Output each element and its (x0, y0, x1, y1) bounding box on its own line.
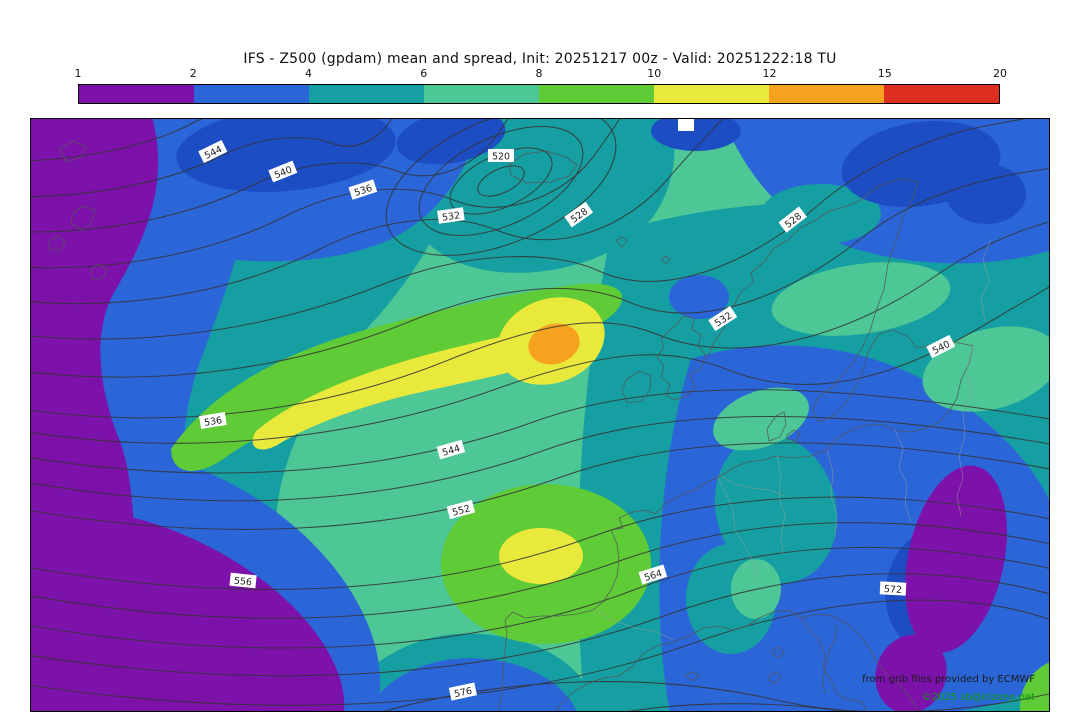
coast-denmark (766, 411, 801, 442)
country-borders (592, 238, 992, 641)
colorbar-segment (309, 85, 424, 103)
coast-mediterranean (555, 609, 866, 711)
coast-great-britain (656, 314, 707, 401)
coast-small-isles (615, 236, 671, 265)
colorbar-segment (654, 85, 769, 103)
contour-label: 544 (441, 443, 461, 459)
colorbar-tick: 20 (993, 67, 1007, 80)
colorbar-tick-labels: 1 2 4 6 8 10 12 15 20 (74, 67, 1008, 81)
colorbar-tick: 12 (762, 67, 777, 80)
coast-ireland (621, 370, 652, 404)
coast-med-islands (684, 646, 785, 684)
contour-label-clipped (678, 119, 694, 131)
coast-scandinavia (706, 178, 919, 423)
colorbar: 1 2 4 6 8 10 12 15 20 (75, 67, 1007, 104)
coast-adriatic-balkans (800, 613, 918, 711)
colorbar-tick: 2 (189, 67, 197, 80)
contour-label: 536 (203, 415, 223, 429)
spread-aqua-patches (713, 262, 1049, 619)
attribution-source: from grib files provided by ECMWF (862, 674, 1035, 685)
weather-map: 520 528 532 536 540 544 528 532 536 544 … (30, 118, 1050, 712)
spread-orange-spot (528, 323, 580, 365)
colorbar-segment (194, 85, 309, 103)
contour-value-labels: 520 528 532 536 540 544 528 532 536 544 … (198, 119, 956, 701)
contour-label: 536 (353, 183, 374, 199)
colorbar-tick: 6 (420, 67, 428, 80)
contour-label: 576 (453, 686, 473, 701)
colorbar-tick: 10 (647, 67, 662, 80)
colorbar-tick: 1 (74, 67, 82, 80)
contour-label: 552 (451, 503, 471, 518)
colorbar-segment (769, 85, 884, 103)
spread-purple-regions (31, 119, 1007, 711)
chart-title: IFS - Z500 (gpdam) mean and spread, Init… (243, 51, 837, 67)
contour-label: 572 (884, 584, 903, 596)
colorbar-segment (884, 85, 999, 103)
contour-label: 532 (441, 210, 460, 223)
contour-label: 564 (643, 568, 664, 584)
colorbar-segment (539, 85, 654, 103)
colorbar-tick: 15 (877, 67, 892, 80)
colorbar-tick: 8 (535, 67, 543, 80)
contour-label: 556 (233, 576, 252, 589)
coast-northwest-islands (48, 140, 108, 281)
attribution: from grib files provided by ECMWF ©2025 … (862, 674, 1035, 703)
colorbar-segment (79, 85, 194, 103)
z500-contour-lines (31, 119, 1049, 711)
colorbar-segment (424, 85, 539, 103)
colorbar-tick: 4 (305, 67, 312, 80)
coast-iceland (508, 150, 578, 184)
colorbar-gradient (78, 84, 1000, 104)
attribution-copyright: ©2025 sb@irizone.net (922, 692, 1035, 703)
contour-label: 520 (492, 152, 510, 163)
weather-map-canvas: 520 528 532 536 540 544 528 532 536 544 … (31, 119, 1049, 711)
